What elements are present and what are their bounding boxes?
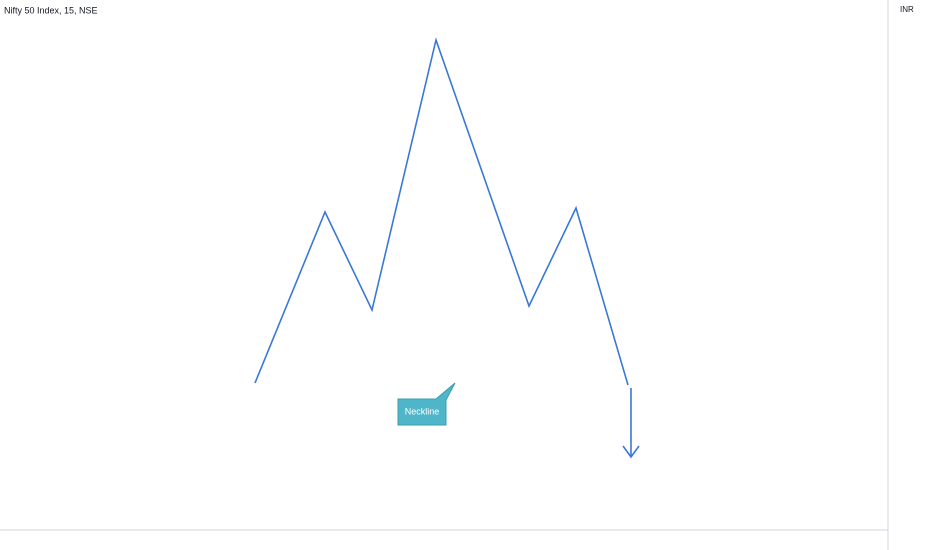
callout-box (397, 382, 456, 426)
callout-text: Neckline (405, 406, 440, 416)
arrow-head (622, 445, 640, 459)
chart-title: Nifty 50 Index, 15, NSE (4, 5, 98, 15)
currency: INR (900, 5, 914, 14)
pattern-drawing (254, 37, 629, 386)
